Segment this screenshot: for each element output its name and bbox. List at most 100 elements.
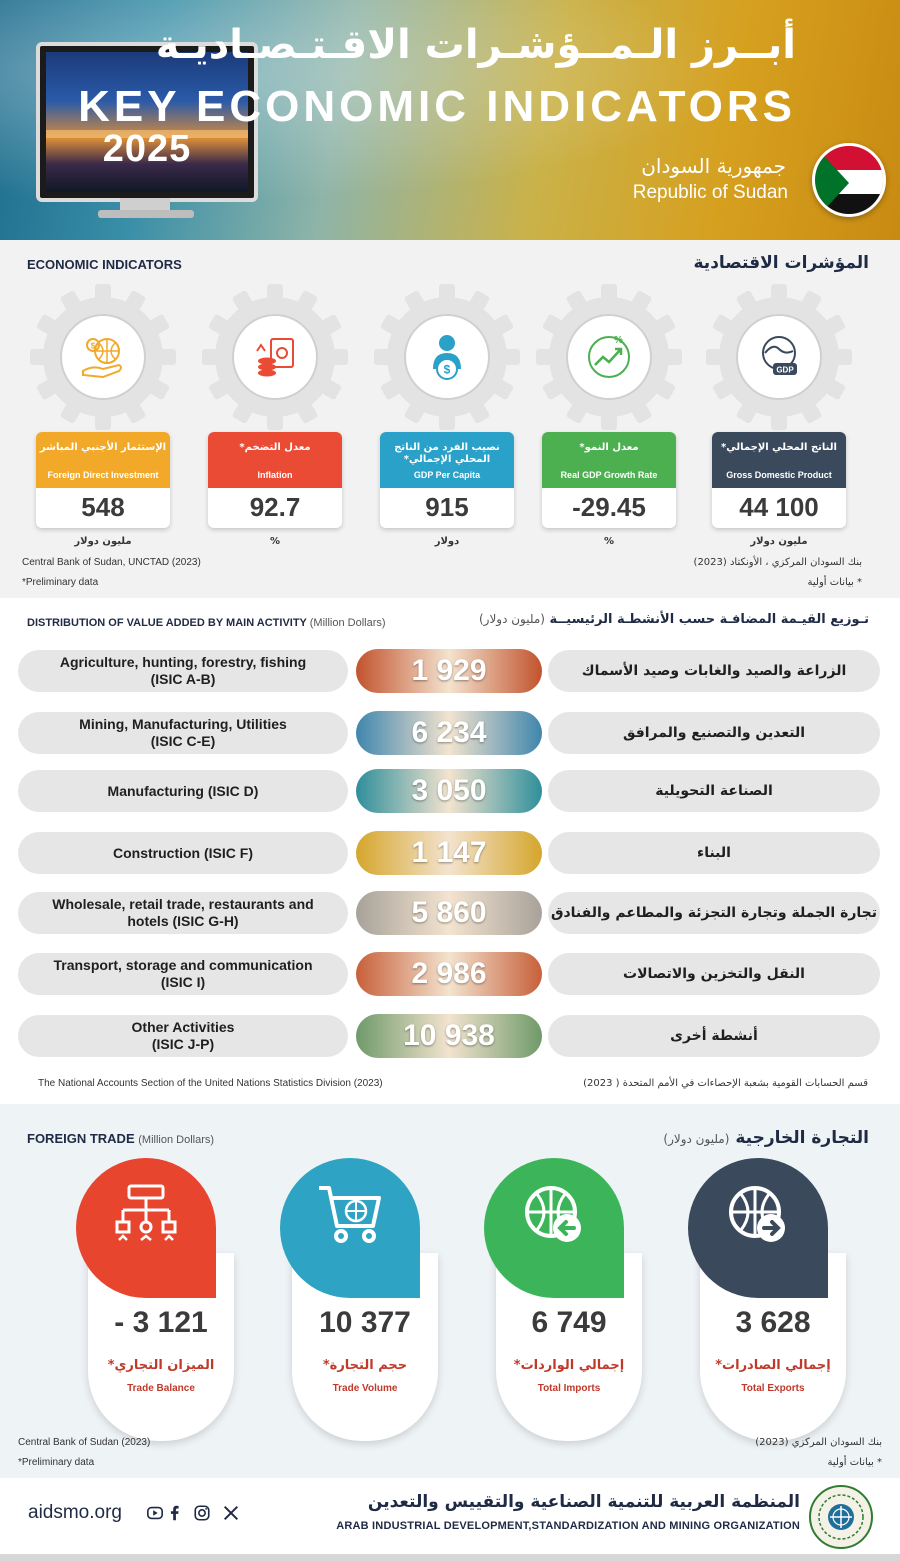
activity-value: 10 938 [356,1014,542,1058]
activity-label-en-line: hotels (ISIC G-H) [127,913,239,929]
indicator-band: الناتج المحلي الإجمالي* Gross Domestic P… [712,432,846,488]
activity-value: 1 929 [356,649,542,693]
activity-value: 1 147 [356,831,542,875]
activity-label-en-line: (ISIC C-E) [150,733,216,749]
indicator-label-ar: نصيب الفرد من الناتج المحلي الإجمالي* [394,442,500,465]
activity-label-en-line: (ISIC J-P) [151,1036,215,1052]
activity-label-en-line: (ISIC A-B) [150,671,216,687]
activity-label-ar: النقل والتخزين والاتصالات [548,953,880,995]
indicator-gear: % [536,284,682,430]
activity-label-en: Other Activities (ISIC J-P) [18,1015,348,1057]
trade-label-ar: إجمالي الواردات* [513,1358,625,1373]
indicator-label-en: GDP Per Capita [413,470,481,480]
aidsmo-logo [809,1485,873,1549]
sudan-flag-icon [812,143,886,217]
indicator-band: نصيب الفرد من الناتج المحلي الإجمالي* GD… [380,432,514,488]
activity-label-en: Wholesale, retail trade, restaurants and… [18,892,348,934]
trade-value: - 3 121 [114,1306,208,1339]
trade-card-top [484,1158,624,1298]
indicator-value: 44 100 [739,492,819,522]
svg-text:%: % [614,335,623,346]
indicator-value: 92.7 [249,492,301,522]
activity-label-en: Mining, Manufacturing, Utilities (ISIC C-… [18,712,348,754]
indicator-label-ar: الناتج المحلي الإجمالي* [721,442,837,453]
indicator-unit: مليون دولار [74,536,132,547]
trade-label-ar: إجمالي الصادرات* [715,1358,831,1373]
river-reflection [46,130,248,138]
indicator-label-en: Gross Domestic Product [726,470,832,480]
value-added-source-en: The National Accounts Section of the Uni… [38,1078,383,1089]
trade-heading-ar-text: التجارة الخارجية [735,1128,869,1148]
trade-card: - 3 121 الميزان التجاري* Trade Balance [76,1158,234,1443]
footer: aidsmo.org المنظمة العربية للتنمية الصنا… [0,1478,900,1561]
indicator-value: -29.45 [572,492,646,522]
indicator-card: معدل التضخم* Inflation 92.7 [208,432,342,528]
economic-heading-en: ECONOMIC INDICATORS [27,257,182,272]
activity-label-ar: أنشطة أخرى [548,1015,880,1057]
youtube-icon[interactable] [146,1504,164,1522]
economic-prelim-ar: * بيانات أولية [807,577,862,588]
activity-label-en-line: Transport, storage and communication [53,957,313,973]
monitor-base [98,210,194,218]
trade-source-en: Central Bank of Sudan (2023) [18,1437,151,1448]
value-added-heading-en: DISTRIBUTION OF VALUE ADDED BY MAIN ACTI… [27,617,386,629]
gdp-icon: GDP [751,329,807,385]
activity-label-ar: الصناعة التحويلية [548,770,880,812]
activity-label-en-line: Agriculture, hunting, forestry, fishing [59,654,307,670]
trade-card: 10 377 حجم التجارة* Trade Volume [280,1158,438,1443]
trade-heading-ar-unit: (مليون دولار) [663,1132,730,1146]
indicator-gear: $ [30,284,176,430]
country-arabic: جمهورية السودان [641,154,786,178]
x-icon[interactable] [222,1504,240,1522]
trade-label-ar: حجم التجارة* [322,1358,408,1373]
value-added-section: DISTRIBUTION OF VALUE ADDED BY MAIN ACTI… [0,598,900,1104]
globe-export-icon [723,1180,793,1254]
foreign-trade-section: FOREIGN TRADE (Million Dollars) التجارة … [0,1104,900,1478]
indicator-card: الناتج المحلي الإجمالي* Gross Domestic P… [712,432,846,528]
title-english: KEY ECONOMIC INDICATORS [78,82,796,131]
trade-label-en: Trade Volume [332,1383,398,1394]
instagram-icon[interactable] [193,1504,211,1522]
indicator-label-en: Foreign Direct Investment [47,470,159,480]
monitor-stand [120,198,170,212]
indicator-label-ar: الإستثمار الأجنبي المباشر [39,442,167,453]
value-added-heading-en-text: DISTRIBUTION OF VALUE ADDED BY MAIN ACTI… [27,617,307,629]
trade-prelim-en: *Preliminary data [18,1457,95,1468]
trade-card-top [280,1158,420,1298]
trade-heading-en-unit: (Million Dollars) [138,1134,215,1146]
city-skyline-image: 2025 [46,52,248,192]
money-stack-icon [247,329,303,385]
indicator-gear: $ [374,284,520,430]
trade-value: 3 628 [735,1306,811,1339]
facebook-icon[interactable] [166,1504,184,1522]
trade-label-en: Total Exports [741,1383,805,1394]
person-dollar-icon: $ [419,329,475,385]
trade-heading-en: FOREIGN TRADE (Million Dollars) [27,1131,214,1146]
activity-label-ar: التعدين والتصنيع والمرافق [548,712,880,754]
activity-label-en: Manufacturing (ISIC D) [18,770,348,812]
indicator-band: معدل التضخم* Inflation [208,432,342,488]
value-added-heading-ar-text: تـوزيع القيـمة المضافـة حسب الأنشطـة الر… [549,612,870,627]
country-english: Republic of Sudan [632,182,788,203]
indicator-gear [202,284,348,430]
trade-label-en: Total Imports [537,1383,601,1394]
activity-label-en-line: Construction (ISIC F) [113,845,253,861]
svg-text:GDP: GDP [776,366,794,375]
activity-label-en-line: (ISIC I) [160,974,206,990]
indicator-band: معدل النمو* Real GDP Growth Rate [542,432,676,488]
indicator-band: الإستثمار الأجنبي المباشر Foreign Direct… [36,432,170,488]
activity-label-en-line: Wholesale, retail trade, restaurants and [52,896,314,912]
activity-label-en: Transport, storage and communication (ISI… [18,953,348,995]
title-arabic: أبــرز الـمــؤشـرات الاقـتـصـاديـة [155,22,796,68]
trade-label-ar: الميزان التجاري* [107,1358,215,1373]
indicator-gear: GDP [706,284,852,430]
indicator-unit: دولار [434,536,460,547]
economic-heading-ar: المؤشرات الاقتصادية [693,253,870,273]
website-link[interactable]: aidsmo.org [28,1502,122,1523]
trade-heading-ar: التجارة الخارجية (مليون دولار) [663,1128,869,1148]
activity-label-ar: البناء [548,832,880,874]
economic-source-en: Central Bank of Sudan, UNCTAD (2023) [22,557,201,568]
trade-source-ar: بنك السودان المركزي (2023) [755,1437,882,1448]
trade-value: 10 377 [319,1306,411,1339]
indicator-unit: % [603,536,615,547]
